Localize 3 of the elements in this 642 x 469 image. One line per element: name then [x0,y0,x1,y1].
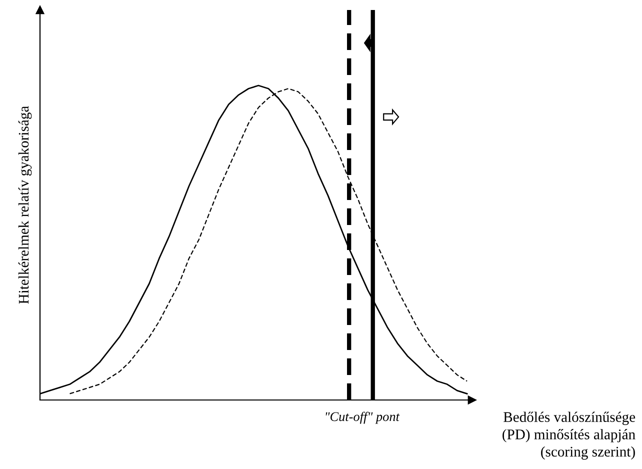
text: "Cut-off" pont [326,412,400,424]
x-axis-title: Bedőlés valószínűsége (PD) minősítés alapján (scoring szerint) [502,412,636,460]
y-axis-title: Hitelkérelmek relatív gyakorisága [18,106,32,304]
